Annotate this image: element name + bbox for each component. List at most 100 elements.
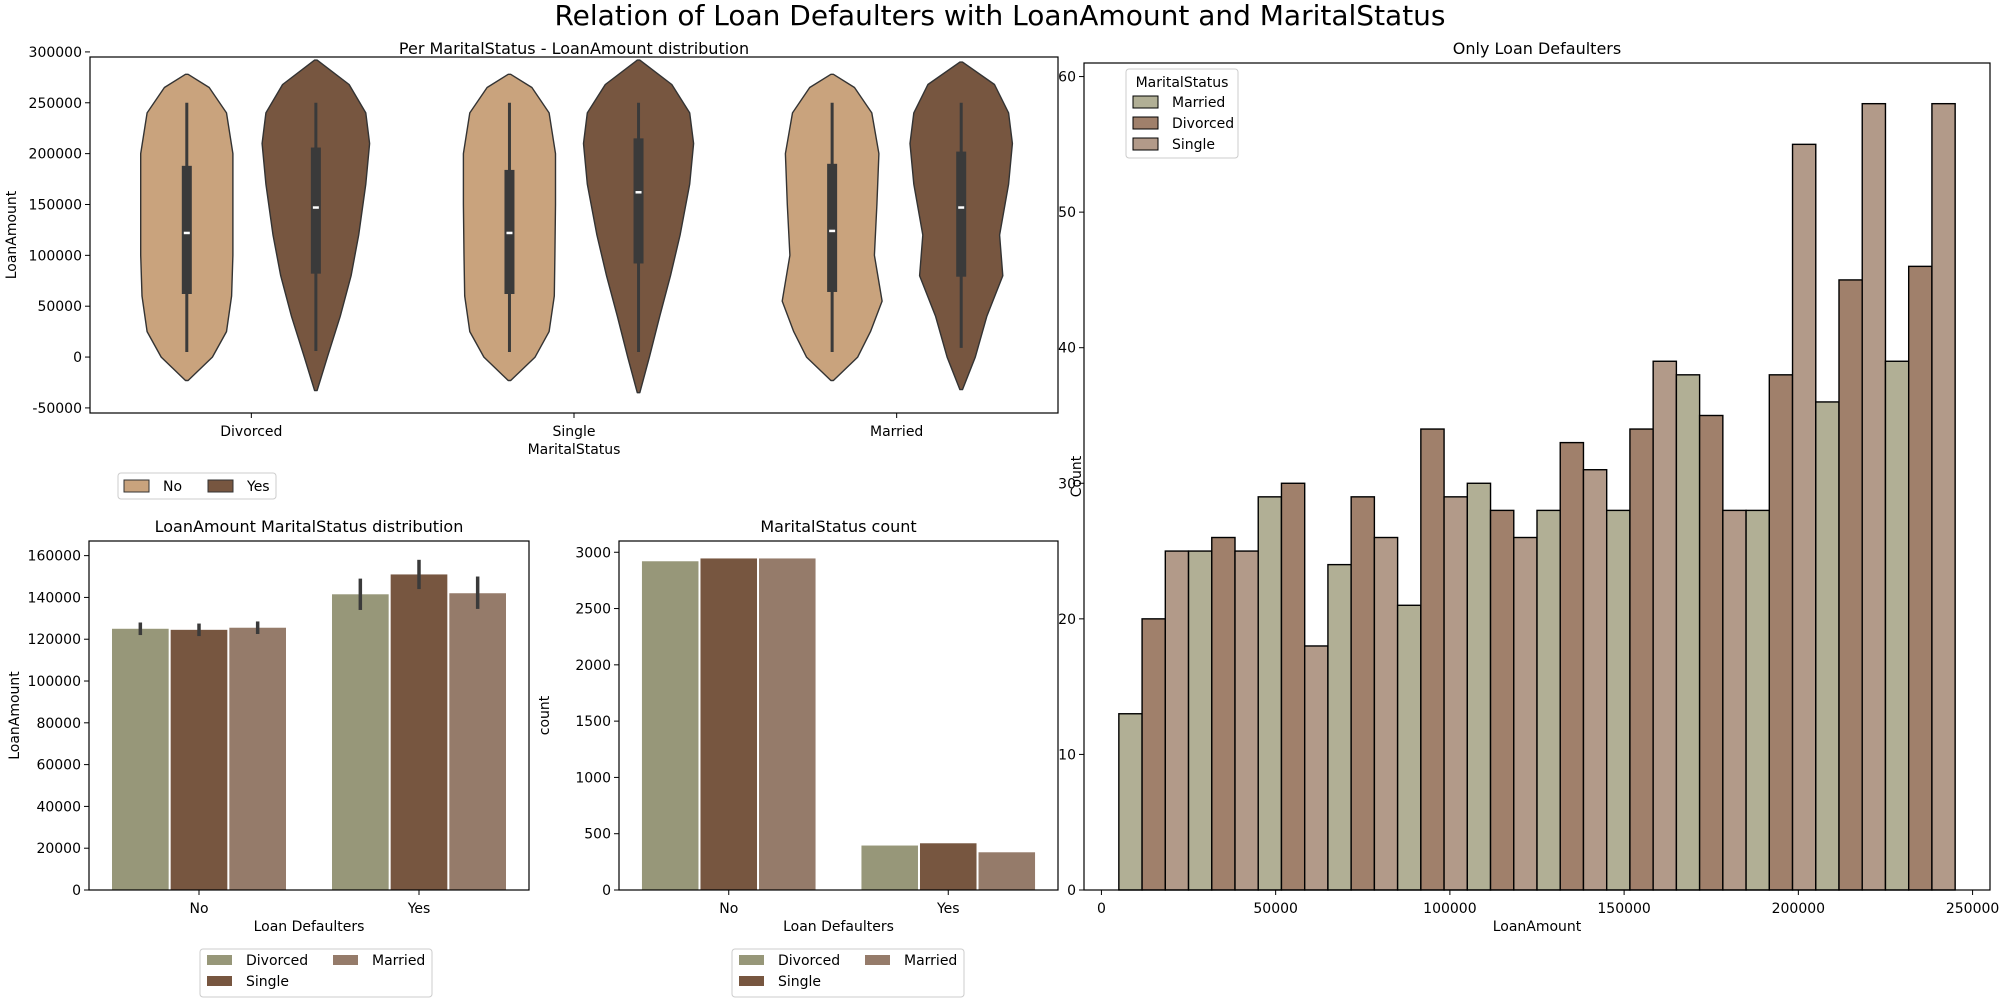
y-tick-label: 10	[1058, 747, 1076, 763]
legend-swatch	[1132, 95, 1159, 109]
violin-legend: No Yes	[117, 472, 277, 500]
hist-bar-single	[1373, 536, 1399, 891]
y-tick-label: 500	[584, 827, 611, 843]
bar-divorced-no	[641, 561, 699, 890]
bar-married-yes	[449, 593, 506, 890]
violin-chart: Per MaritalStatus - LoanAmount distribut…	[4, 39, 1059, 500]
bar-divorced-yes	[861, 845, 918, 890]
legend-label: Married	[372, 953, 425, 969]
x-tick-label: Single	[552, 424, 595, 440]
legend-label: Single	[1172, 137, 1215, 153]
hist-bar-single	[1722, 509, 1747, 891]
x-tick-label: Divorced	[220, 424, 282, 440]
y-tick-label: 20	[1058, 612, 1076, 628]
y-tick-label: 140000	[28, 590, 81, 606]
hist-bar-married	[1466, 482, 1492, 891]
meanbar-chart: LoanAmount MaritalStatus distribution 0 20…	[7, 517, 530, 998]
bar-single-no	[170, 629, 228, 890]
axes-frame	[89, 56, 1059, 414]
violin-iqr-box	[633, 138, 644, 264]
hist-bar-single	[1652, 360, 1678, 891]
hist-bar-divorced	[1350, 496, 1376, 891]
y-tick-label: -50000	[32, 401, 82, 417]
y-tick-label: 80000	[36, 716, 81, 732]
hist-chart: Only Loan Defaulters 0 10 20 30 40 50 60 0 50000 1…	[1058, 39, 1999, 935]
bar-married-no	[229, 627, 286, 890]
legend-label: No	[163, 479, 182, 495]
axes-frame	[1083, 62, 1991, 891]
legend-label: Divorced	[778, 953, 840, 969]
bar-divorced-no	[112, 628, 169, 890]
y-tick-label: 0	[1067, 883, 1076, 899]
hist-bar-single	[1791, 143, 1817, 891]
legend-frame	[199, 948, 433, 998]
axes-frame	[618, 540, 1059, 891]
hist-bar-single	[1234, 550, 1259, 891]
y-axis-label: LoanAmount	[4, 190, 20, 279]
hist-bar-divorced	[1629, 428, 1654, 891]
y-tick-label: 300000	[29, 45, 82, 61]
hist-bar-married	[1327, 563, 1352, 891]
y-tick-label: 20000	[36, 841, 81, 857]
x-tick-label: 50000	[1253, 901, 1298, 917]
y-tick-label: 100000	[28, 674, 81, 690]
meanbar-title: LoanAmount MaritalStatus distribution	[155, 517, 464, 536]
legend-frame	[117, 472, 277, 500]
hist-bar-married	[1257, 496, 1283, 891]
y-tick-label: 60000	[36, 758, 81, 774]
y-tick-label: 150000	[29, 197, 82, 213]
legend-label: Single	[246, 974, 289, 990]
y-tick-label: 120000	[28, 632, 81, 648]
y-axis-label: count	[537, 695, 553, 735]
hist-bar-single	[1861, 102, 1887, 891]
hist-bar-married	[1675, 374, 1701, 891]
violin-iqr-box	[181, 165, 192, 294]
hist-bar-married	[1536, 509, 1561, 891]
hist-bar-divorced	[1698, 414, 1724, 891]
y-tick-label: 2000	[575, 658, 611, 674]
y-tick-label: 250000	[29, 96, 82, 112]
hist-bar-single	[1931, 102, 1956, 891]
y-tick-label: 0	[602, 883, 611, 899]
hist-bar-married	[1605, 509, 1631, 891]
bar-divorced-yes	[332, 594, 389, 890]
violin-iqr-box	[827, 163, 838, 292]
legend-swatch	[739, 955, 764, 965]
legend-title: MaritalStatus	[1136, 75, 1229, 91]
y-tick-label: 50000	[37, 299, 82, 315]
legend-swatch	[1132, 137, 1159, 151]
x-tick-label: No	[189, 901, 208, 917]
y-tick-label: 1000	[575, 770, 611, 786]
axes-frame	[88, 540, 530, 891]
hist-bar-divorced	[1211, 536, 1236, 891]
legend-label: Yes	[246, 479, 270, 495]
y-tick-label: 200000	[29, 147, 82, 163]
x-tick-label: Married	[870, 424, 923, 440]
hist-bar-married	[1884, 360, 1910, 891]
hist-bar-single	[1303, 645, 1329, 891]
bar-single-yes	[390, 574, 448, 890]
hist-bar-married	[1815, 401, 1840, 891]
legend-label: Married	[1172, 95, 1225, 111]
y-tick-label: 0	[72, 883, 81, 899]
hist-title: Only Loan Defaulters	[1453, 39, 1621, 58]
x-tick-label: 100000	[1423, 901, 1476, 917]
legend-swatch	[207, 955, 232, 965]
figure-title: Relation of Loan Defaulters with LoanAmo…	[554, 0, 1445, 32]
y-tick-label: 50	[1058, 205, 1076, 221]
hist-bar-divorced	[1141, 618, 1167, 891]
bar-married-no	[759, 558, 816, 890]
hist-bar-single	[1164, 550, 1190, 891]
hist-bar-married	[1745, 509, 1771, 891]
legend-swatch	[123, 479, 150, 493]
legend-swatch	[1132, 116, 1159, 130]
hist-bar-divorced	[1420, 428, 1445, 891]
hist-bar-married	[1187, 550, 1213, 891]
legend-swatch	[865, 955, 890, 965]
legend-label: Divorced	[246, 953, 308, 969]
y-tick-label: 100000	[29, 248, 82, 264]
violin-iqr-box	[310, 147, 321, 274]
countbar-legend: Divorced Single Married	[731, 948, 965, 998]
y-tick-label: 2500	[575, 602, 611, 618]
legend-label: Divorced	[1172, 116, 1234, 132]
